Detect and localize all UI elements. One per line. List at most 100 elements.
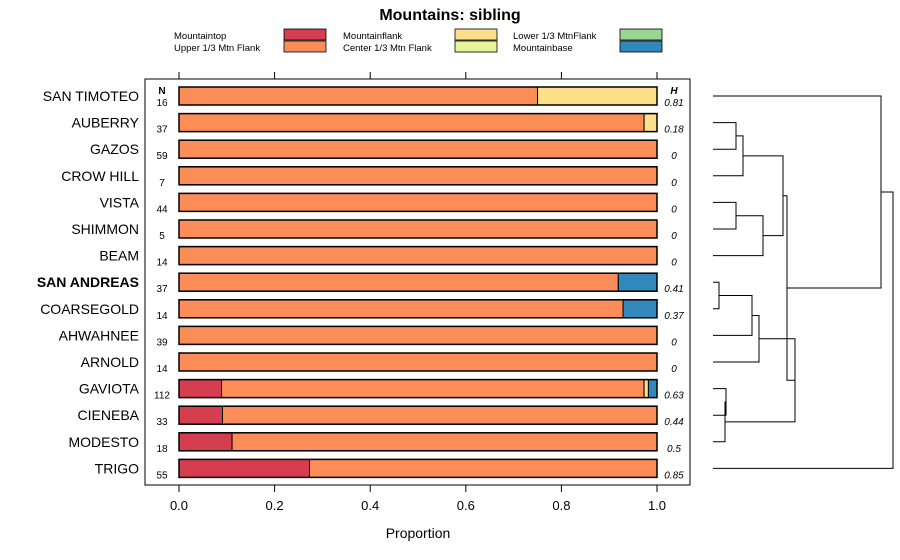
n-value: 16 [156,98,168,109]
bar-segment [178,113,645,133]
h-value: 0 [671,151,677,162]
h-value: 0.37 [664,311,684,322]
bar-segment [178,458,310,478]
bar-outline [178,458,658,479]
dendrogram-branch [713,388,727,416]
bar-segment [178,405,223,425]
category-label: VISTA [100,194,140,210]
n-value: 55 [156,470,168,481]
bar-segment [178,166,658,186]
legend-swatch [283,28,327,41]
category-label: AHWAHNEE [59,327,139,343]
h-value: 0.85 [664,470,684,481]
dendrogram-branch [713,95,882,289]
h-value: 0 [671,258,677,269]
n-value: 59 [156,151,168,162]
n-value: 112 [154,391,170,402]
h-column-header: H [670,86,678,97]
h-value: 0.63 [664,391,684,402]
x-tick-label: 0.8 [552,498,570,513]
dendrogram-branch [713,122,737,150]
category-label: SHIMMON [71,221,139,237]
dendrogram-branch [713,215,764,257]
bar-rows: SAN TIMOTEO 16 0.81 AUBERRY 37 0.18 GAZOS 59 0 CR… [37,86,684,481]
h-value: 0.41 [664,284,683,295]
legend-swatch [619,40,663,53]
category-label: BEAM [99,248,139,264]
x-axis: 0.0 0.2 0.4 0.6 0.8 1.0 [170,72,666,513]
x-tick-label: 0.6 [457,498,475,513]
bar-outline [178,432,658,452]
legend-swatch [619,28,663,41]
dendrogram-branch [713,401,726,443]
h-value: 0.81 [664,98,683,109]
bar-segment [178,86,538,106]
x-axis-label: Proportion [386,525,451,541]
n-value: 37 [156,125,168,136]
category-label: ARNOLD [81,354,139,370]
n-value: 37 [156,284,168,295]
chart-title: Mountains: sibling [379,7,520,24]
h-value: 0.5 [667,444,681,455]
bar-outline [178,352,658,372]
h-value: 0 [671,204,677,215]
legend-label: Lower 1/3 MtnFlank [513,31,597,42]
x-tick-label: 1.0 [648,498,666,513]
category-label: SAN TIMOTEO [43,88,139,104]
dendrogram [713,95,894,469]
plot-frame [144,78,691,486]
bar-outline [178,166,658,186]
bar-outline [178,112,658,133]
bar-outline [178,192,658,213]
category-label: MODESTO [68,434,139,450]
n-value: 39 [156,337,168,348]
bar-outline [178,405,658,425]
n-value: 44 [156,204,168,215]
bar-segment [178,299,624,319]
bar-segment [178,352,658,372]
bar-segment [643,379,649,399]
bar-outline [178,245,658,266]
category-label: CROW HILL [61,168,139,184]
legend-label: Center 1/3 Mtn Flank [343,43,432,54]
category-label: COARSEGOLD [40,301,139,317]
bar-segment [231,432,658,452]
n-value: 14 [156,311,168,322]
category-label: GAVIOTA [79,381,140,397]
legend-swatch [283,40,327,53]
dendrogram-branch [713,281,720,310]
bar-segment [178,432,233,452]
bar-segment [537,86,658,106]
n-value: 7 [159,178,165,189]
bar-segment [178,379,223,399]
bar-outline [178,86,658,106]
bar-segment [643,113,658,133]
dendrogram-branch [713,201,737,230]
n-value: 14 [156,258,168,269]
h-value: 0.18 [664,125,684,136]
bar-segment [221,405,658,425]
bar-outline [178,378,658,399]
legend-label: Mountainbase [513,43,573,54]
h-value: 0.44 [664,417,684,428]
x-tick-label: 0.0 [170,498,188,513]
category-label: TRIGO [95,460,139,476]
legend-label: Upper 1/3 Mtn Flank [174,43,260,54]
legend-swatch [454,40,498,53]
bar-outline [178,272,658,292]
dendrogram-branch [713,135,744,177]
bar-outline [178,325,658,346]
bar-outline [178,219,658,239]
dendrogram-branch [725,338,796,423]
n-value: 18 [156,444,168,455]
bar-segment [617,272,658,292]
h-value: 0 [671,337,677,348]
bar-segment [178,272,619,292]
x-tick-label: 0.4 [361,498,379,513]
n-value: 5 [159,231,165,242]
n-value: 14 [156,364,168,375]
bar-segment [221,379,645,399]
bar-segment [178,139,658,159]
legend-label: Mountaintop [174,31,226,42]
